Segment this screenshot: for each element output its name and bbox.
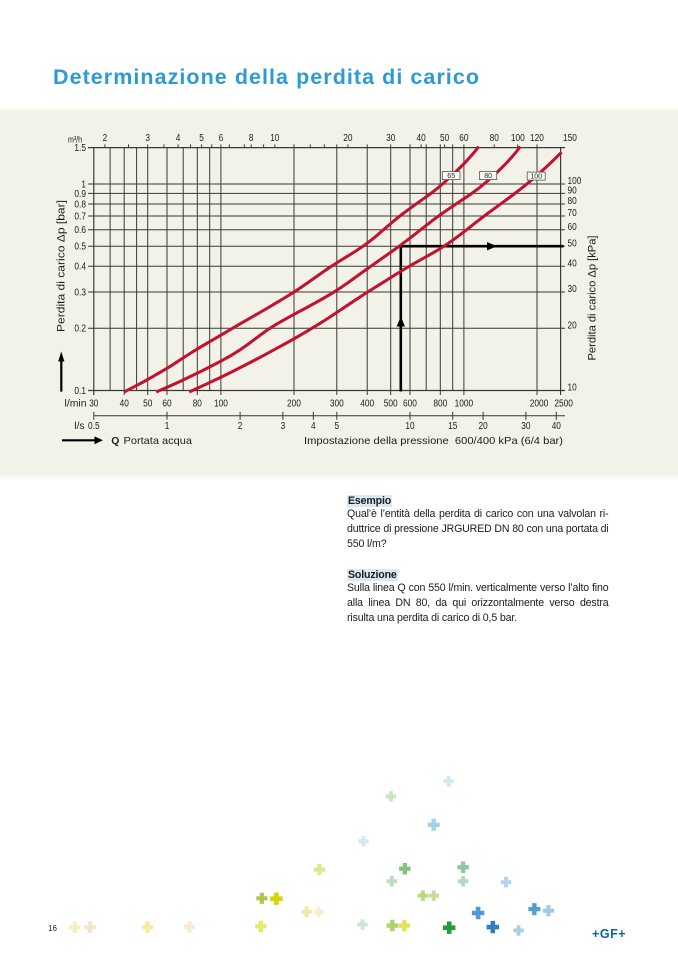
svg-text:100: 100 [214, 398, 228, 409]
svg-text:70: 70 [568, 208, 578, 219]
svg-text:20: 20 [343, 133, 353, 144]
svg-text:4: 4 [311, 421, 316, 432]
svg-text:30: 30 [386, 133, 396, 144]
svg-text:l/s: l/s [74, 421, 84, 432]
svg-text:2: 2 [238, 421, 243, 432]
svg-text:3: 3 [281, 421, 286, 432]
svg-text:300: 300 [330, 398, 344, 409]
svg-text:20: 20 [479, 421, 489, 432]
svg-text:1.5: 1.5 [74, 143, 86, 154]
svg-text:2500: 2500 [554, 398, 573, 409]
svg-text:500: 500 [384, 398, 398, 409]
svg-text:15: 15 [448, 421, 458, 432]
svg-text:Perdita di carico Δp [bar]: Perdita di carico Δp [bar] [55, 200, 67, 332]
svg-text:5: 5 [199, 133, 204, 144]
svg-text:50: 50 [143, 398, 153, 409]
svg-text:50: 50 [568, 238, 578, 249]
svg-text:0.9: 0.9 [74, 189, 86, 200]
svg-text:2000: 2000 [530, 398, 549, 409]
svg-text:40: 40 [120, 398, 130, 409]
svg-text:4: 4 [176, 133, 181, 144]
svg-text:80: 80 [193, 398, 203, 409]
svg-text:30: 30 [89, 398, 99, 409]
svg-text:400: 400 [360, 398, 374, 409]
svg-text:90: 90 [568, 186, 578, 197]
svg-text:80: 80 [484, 171, 492, 180]
svg-text:5: 5 [335, 421, 340, 432]
svg-text:800: 800 [433, 398, 447, 409]
svg-text:3: 3 [145, 133, 150, 144]
svg-text:Q: Q [111, 436, 119, 447]
svg-text:100: 100 [568, 176, 582, 187]
svg-text:50: 50 [440, 133, 450, 144]
svg-text:0.5: 0.5 [74, 242, 86, 253]
svg-text:1: 1 [165, 421, 170, 432]
svg-text:10: 10 [270, 133, 280, 144]
svg-text:m³/h: m³/h [68, 134, 82, 144]
svg-text:30: 30 [568, 284, 578, 295]
svg-text:Impostazione della pressione: Impostazione della pressione 600/400 kPa… [304, 436, 563, 447]
svg-text:100: 100 [511, 133, 525, 144]
svg-text:60: 60 [162, 398, 172, 409]
svg-text:2: 2 [103, 133, 108, 144]
svg-text:Portata acqua: Portata acqua [124, 436, 193, 447]
svg-text:40: 40 [568, 258, 578, 269]
svg-text:65: 65 [447, 171, 455, 180]
svg-text:0.2: 0.2 [74, 324, 86, 335]
svg-text:0.7: 0.7 [74, 211, 86, 222]
svg-text:Perdita di carico Δp [kPa]: Perdita di carico Δp [kPa] [587, 236, 599, 361]
svg-text:80: 80 [568, 196, 578, 207]
svg-text:0.4: 0.4 [74, 262, 86, 273]
svg-text:40: 40 [552, 421, 562, 432]
svg-text:1000: 1000 [455, 398, 474, 409]
svg-text:l/min: l/min [65, 398, 87, 409]
svg-text:8: 8 [249, 133, 254, 144]
svg-text:20: 20 [568, 321, 578, 332]
svg-text:10: 10 [405, 421, 415, 432]
svg-text:1: 1 [81, 179, 86, 190]
svg-text:60: 60 [459, 133, 469, 144]
svg-text:60: 60 [568, 222, 578, 233]
svg-text:30: 30 [521, 421, 531, 432]
svg-text:0.5: 0.5 [88, 421, 100, 432]
svg-text:0.1: 0.1 [74, 386, 86, 397]
svg-text:0.8: 0.8 [74, 199, 86, 210]
svg-text:10: 10 [568, 383, 578, 394]
svg-text:150: 150 [563, 133, 577, 144]
svg-text:100: 100 [530, 172, 542, 181]
svg-text:80: 80 [490, 133, 500, 144]
svg-text:200: 200 [287, 398, 301, 409]
svg-text:40: 40 [417, 133, 427, 144]
svg-text:6: 6 [219, 133, 224, 144]
svg-text:0.6: 0.6 [74, 225, 86, 236]
svg-text:0.3: 0.3 [74, 287, 86, 298]
svg-text:600: 600 [403, 398, 417, 409]
svg-text:120: 120 [530, 133, 544, 144]
